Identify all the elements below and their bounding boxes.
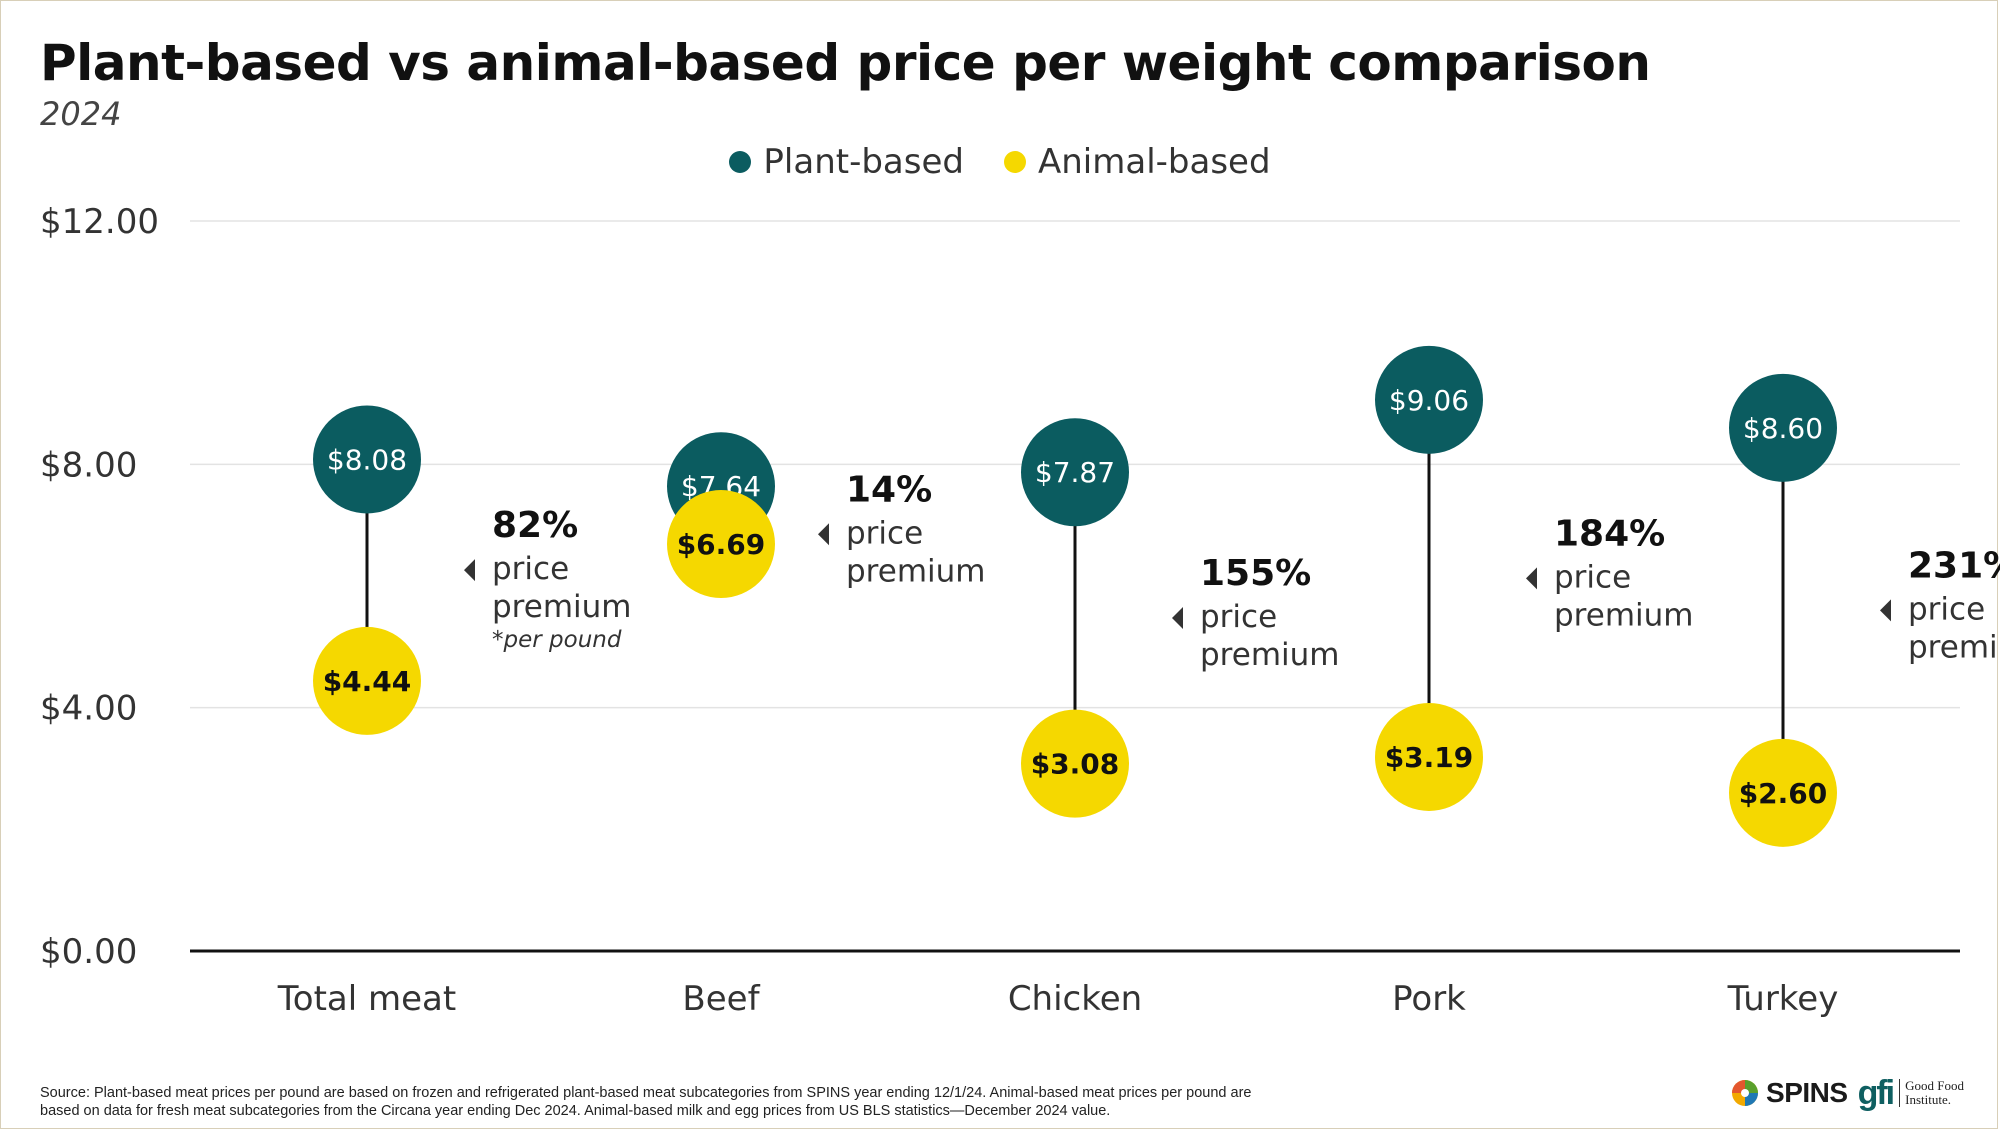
animal-value-label: $3.08: [1031, 748, 1120, 781]
y-tick-label: $4.00: [40, 689, 137, 729]
premium-text-line2: premium: [846, 553, 985, 589]
per-pound-note: *per pound: [492, 627, 622, 653]
premium-percent: 231%: [1908, 545, 2000, 586]
plant-point: [1729, 373, 1837, 482]
y-tick-label: $8.00: [40, 445, 137, 485]
animal-point: [667, 490, 775, 599]
y-tick-label: $12.00: [40, 202, 159, 242]
legend-label-animal: Animal-based: [1038, 142, 1271, 182]
plant-value-label: $8.60: [1743, 412, 1823, 445]
premium-percent: 82%: [492, 505, 578, 546]
spins-logo: SPINS: [1730, 1077, 1848, 1109]
animal-point: [1729, 738, 1837, 847]
chart-title: Plant-based vs animal-based price per we…: [40, 34, 1651, 92]
premium-marker: [1172, 606, 1183, 629]
premium-percent: 184%: [1554, 513, 1665, 554]
logos: SPINS gfi Good Food Institute.: [1730, 1076, 1964, 1110]
legend: Plant-based Animal-based: [0, 142, 2000, 182]
y-tick-label: $0.00: [40, 932, 137, 972]
spins-wordmark: SPINS: [1766, 1077, 1848, 1108]
premium-marker: [1880, 599, 1891, 622]
plant-point: [1375, 345, 1483, 454]
legend-dot-animal: [1004, 151, 1026, 173]
gfi-line1: Good Food: [1905, 1078, 1964, 1093]
animal-point: [1375, 702, 1483, 811]
plant-point: [1021, 418, 1129, 527]
premium-text-line1: price: [1554, 559, 1631, 595]
source-note: Source: Plant-based meat prices per poun…: [40, 1085, 1252, 1119]
gfi-line2: Institute.: [1905, 1092, 1951, 1107]
premium-text-line1: price: [1908, 591, 1985, 627]
animal-value-label: $6.69: [677, 528, 766, 561]
premium-text-line1: price: [846, 515, 923, 551]
premium-text-line2: premium: [1200, 637, 1339, 673]
premium-text-line1: price: [1200, 599, 1277, 635]
premium-percent: 155%: [1200, 553, 1311, 594]
animal-value-label: $4.44: [323, 665, 412, 698]
premium-percent: 14%: [846, 469, 932, 510]
premium-text-line1: price: [492, 551, 569, 587]
plant-value-label: $7.87: [1035, 456, 1115, 489]
legend-dot-plant: [729, 151, 752, 173]
premium-marker: [1526, 567, 1537, 590]
premium-marker: [464, 559, 475, 582]
gfi-mark: gfi: [1857, 1074, 1896, 1112]
plant-point: [313, 405, 421, 514]
legend-item-animal: Animal-based: [1004, 142, 1271, 182]
premium-marker: [818, 523, 829, 546]
x-category-label: Turkey: [1727, 979, 1839, 1019]
legend-label-plant: Plant-based: [763, 142, 964, 182]
legend-item-plant: Plant-based: [729, 142, 964, 182]
plant-value-label: $9.06: [1389, 384, 1469, 417]
spins-globe-icon: [1732, 1080, 1759, 1106]
x-category-label: Beef: [682, 979, 760, 1019]
premium-text-line2: premium: [1554, 597, 1693, 633]
gfi-wordmark: Good Food Institute.: [1899, 1079, 1964, 1107]
animal-point: [313, 626, 421, 735]
premium-text-line2: premium: [1908, 629, 2000, 665]
premium-text-line2: premium: [492, 589, 631, 625]
animal-value-label: $2.60: [1739, 777, 1828, 810]
animal-point: [1021, 709, 1129, 818]
gfi-logo: gfi Good Food Institute.: [1858, 1076, 1964, 1110]
chart-subtitle: 2024: [40, 95, 122, 133]
x-category-label: Chicken: [1008, 979, 1142, 1019]
animal-value-label: $3.19: [1385, 741, 1474, 774]
x-category-label: Pork: [1392, 979, 1466, 1019]
x-category-label: Total meat: [277, 979, 456, 1019]
plant-value-label: $8.08: [327, 443, 407, 476]
